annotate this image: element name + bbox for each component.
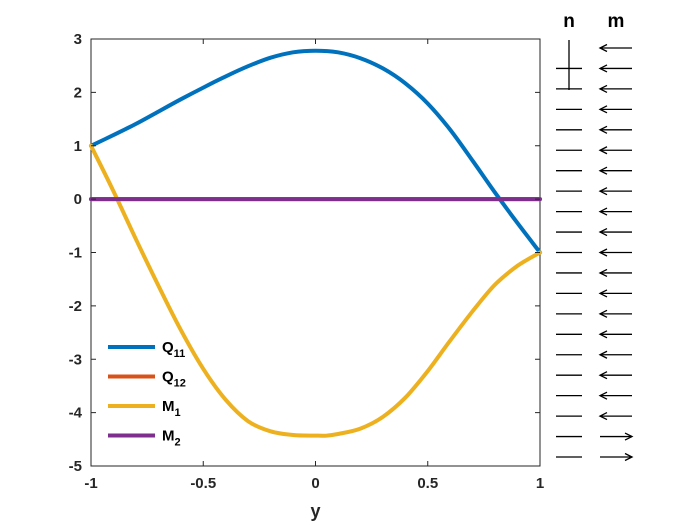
m-symbol-left-arrow <box>598 309 632 318</box>
arrow-head <box>598 268 608 278</box>
n-column-header: n <box>563 11 575 32</box>
x-tick-label: -1 <box>84 475 97 492</box>
arrow-head <box>598 64 608 73</box>
axes-box <box>90 38 541 467</box>
arrow-head <box>598 289 608 298</box>
x-tick-label: -0.5 <box>190 475 216 492</box>
arrow-head <box>598 207 608 216</box>
x-tick-label: 0.5 <box>417 475 438 492</box>
arrow-head <box>598 371 608 380</box>
arrow-head <box>598 105 608 114</box>
arrow-head <box>598 248 608 257</box>
arrow-head <box>598 350 608 359</box>
m-symbol-left-arrow <box>598 187 632 196</box>
m-symbol-left-arrow <box>598 330 632 339</box>
plot-area: -1 -0.5 0 0.5 1 3 2 1 0 -1 -2 -3 -4 -5 <box>69 31 545 492</box>
m-symbol-right-arrow <box>600 432 634 441</box>
legend-label-subscript: 11 <box>174 348 186 360</box>
arrow-head <box>598 84 608 93</box>
series-line-m1 <box>89 143 542 438</box>
legend-label-base: M <box>162 398 175 415</box>
arrow-head <box>598 43 608 53</box>
legend-label-m2: M2 <box>162 428 181 449</box>
tick-layer: -1 -0.5 0 0.5 1 3 2 1 0 -1 -2 -3 -4 -5 <box>69 31 545 492</box>
x-tick-label: 1 <box>536 475 544 492</box>
legend-label-base: Q <box>162 339 174 356</box>
m-column-header: m <box>608 11 625 32</box>
m-symbol-left-arrow <box>598 207 632 216</box>
m-symbol-left-arrow <box>598 227 632 237</box>
m-symbol-left-arrow <box>598 391 632 400</box>
legend-label-subscript: 12 <box>174 378 186 390</box>
arrow-head <box>598 187 608 196</box>
m-symbol-left-arrow <box>598 43 632 53</box>
m-symbol-left-arrow <box>598 84 632 93</box>
m-symbol-left-arrow <box>598 350 632 359</box>
y-tick-label: 2 <box>74 84 82 101</box>
y-tick-label: 0 <box>74 191 82 208</box>
m-symbol-left-arrow <box>598 64 632 73</box>
arrow-head <box>598 391 608 400</box>
m-symbol-left-arrow <box>598 289 632 298</box>
legend-label-subscript: 1 <box>175 407 181 419</box>
series-layer <box>89 48 542 438</box>
y-tick-label: 1 <box>74 138 82 155</box>
arrow-head <box>598 125 608 134</box>
m-symbol-left-arrow <box>598 105 632 114</box>
y-tick-label: -2 <box>69 298 82 315</box>
y-tick-label: -5 <box>69 458 82 475</box>
m-symbol-left-arrow <box>598 371 632 380</box>
m-symbol-left-arrow <box>598 166 632 175</box>
y-tick-label: -1 <box>69 245 82 262</box>
legend-label-base: M <box>162 428 175 445</box>
m-symbol-left-arrow <box>598 125 632 134</box>
arrow-head <box>624 452 634 462</box>
m-symbol-left-arrow <box>598 248 632 257</box>
legend-label-subscript: 2 <box>175 437 181 449</box>
arrow-head <box>598 412 608 421</box>
legend-label-base: Q <box>162 369 174 386</box>
y-tick-label: -4 <box>69 405 83 422</box>
m-symbol-left-arrow <box>598 268 632 278</box>
m-symbol-left-arrow <box>598 412 632 421</box>
x-tick-label: 0 <box>311 475 319 492</box>
arrow-head <box>624 432 634 441</box>
legend-label-q11: Q11 <box>162 339 185 360</box>
arrow-head <box>598 330 608 339</box>
m-column <box>598 43 634 462</box>
series-line-q11 <box>89 48 542 255</box>
y-tick-label: -3 <box>69 351 82 368</box>
n-column <box>556 40 582 458</box>
arrow-head <box>598 309 608 318</box>
arrow-head <box>598 166 608 175</box>
m-symbol-left-arrow <box>598 146 632 155</box>
x-axis-label: y <box>310 501 320 521</box>
legend-label-q12: Q12 <box>162 369 186 390</box>
y-tick-label: 3 <box>74 31 82 48</box>
arrow-head <box>598 146 608 155</box>
m-symbol-right-arrow <box>600 452 634 462</box>
arrow-head <box>598 227 608 237</box>
side-columns: n m <box>556 11 634 462</box>
legend-label-m1: M1 <box>162 398 181 419</box>
